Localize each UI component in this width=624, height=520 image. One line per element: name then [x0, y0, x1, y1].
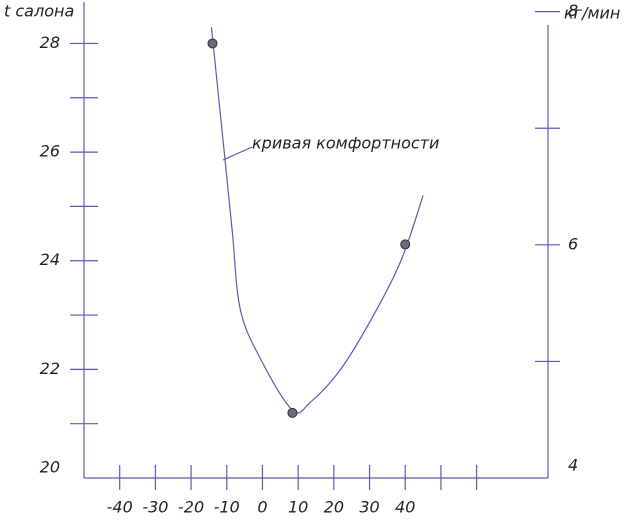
y2-axis-label: кг/мин: [564, 4, 620, 23]
x-tick-label: 0: [257, 498, 267, 517]
data-point: [287, 407, 298, 418]
x-tick-label: -40: [107, 498, 133, 517]
y-tick-label: 24: [40, 250, 60, 269]
data-point: [207, 38, 218, 49]
x-tick-label: 30: [359, 498, 379, 517]
annotation: кривая комфортности: [252, 134, 439, 153]
x-tick-label: 10: [288, 498, 308, 517]
x-tick-label: 20: [324, 498, 344, 517]
x-tick-label: -10: [214, 498, 240, 517]
y-tick-label: 20: [40, 458, 60, 477]
data-point: [400, 239, 411, 250]
y-tick-label: 28: [40, 33, 60, 52]
y-tick-label: 26: [40, 142, 60, 161]
curve: [210, 27, 424, 414]
y2-tick-label: 4: [568, 456, 578, 475]
y2-tick-label: 6: [568, 234, 578, 253]
x-tick-label: 40: [395, 498, 415, 517]
annotation-leader: [222, 146, 253, 161]
y2-tick-label: 8: [568, 1, 578, 20]
x-tick-label: -30: [142, 498, 168, 517]
y-axis-label: t салона: [4, 2, 74, 21]
x-tick-label: -20: [178, 498, 204, 517]
y-tick-label: 22: [40, 359, 60, 378]
